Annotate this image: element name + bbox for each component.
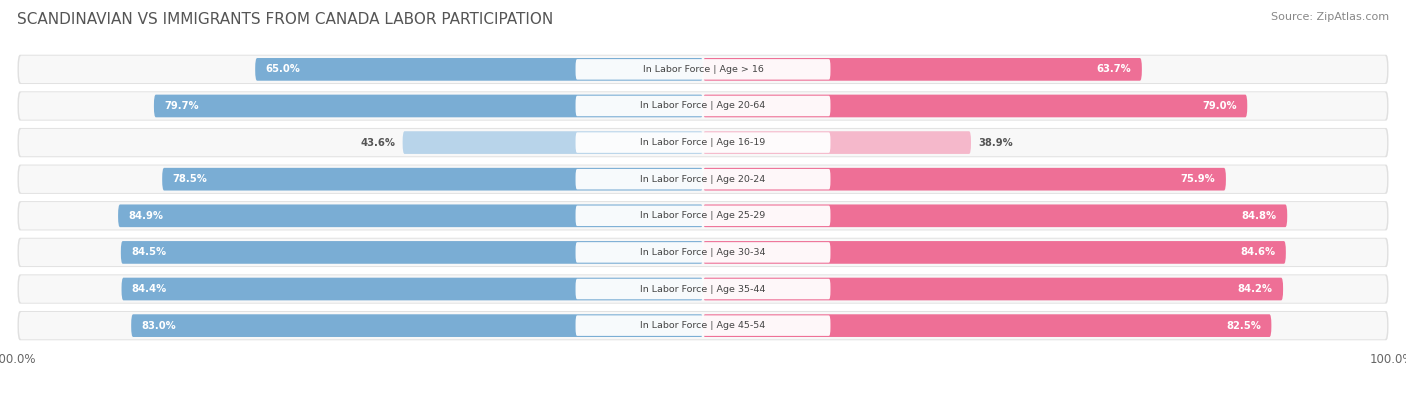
FancyBboxPatch shape xyxy=(575,169,831,190)
Text: In Labor Force | Age 16-19: In Labor Force | Age 16-19 xyxy=(640,138,766,147)
FancyBboxPatch shape xyxy=(17,128,1389,157)
FancyBboxPatch shape xyxy=(703,131,972,154)
Text: 84.8%: 84.8% xyxy=(1241,211,1277,221)
Text: In Labor Force | Age 45-54: In Labor Force | Age 45-54 xyxy=(640,321,766,330)
FancyBboxPatch shape xyxy=(256,58,703,81)
FancyBboxPatch shape xyxy=(17,311,1389,340)
FancyBboxPatch shape xyxy=(17,165,1389,194)
FancyBboxPatch shape xyxy=(703,205,1288,227)
Text: 75.9%: 75.9% xyxy=(1181,174,1216,184)
FancyBboxPatch shape xyxy=(575,59,831,80)
FancyBboxPatch shape xyxy=(18,166,1388,193)
Text: 79.0%: 79.0% xyxy=(1202,101,1237,111)
Text: 65.0%: 65.0% xyxy=(266,64,301,74)
FancyBboxPatch shape xyxy=(17,55,1389,84)
FancyBboxPatch shape xyxy=(17,201,1389,230)
Text: 38.9%: 38.9% xyxy=(979,137,1012,148)
FancyBboxPatch shape xyxy=(121,241,703,264)
FancyBboxPatch shape xyxy=(703,241,1286,264)
FancyBboxPatch shape xyxy=(18,129,1388,156)
FancyBboxPatch shape xyxy=(18,92,1388,120)
Text: Source: ZipAtlas.com: Source: ZipAtlas.com xyxy=(1271,12,1389,22)
Text: In Labor Force | Age 20-24: In Labor Force | Age 20-24 xyxy=(640,175,766,184)
FancyBboxPatch shape xyxy=(17,91,1389,120)
FancyBboxPatch shape xyxy=(703,314,1271,337)
FancyBboxPatch shape xyxy=(575,96,831,116)
Text: In Labor Force | Age 20-64: In Labor Force | Age 20-64 xyxy=(640,102,766,111)
FancyBboxPatch shape xyxy=(17,238,1389,267)
FancyBboxPatch shape xyxy=(162,168,703,190)
FancyBboxPatch shape xyxy=(131,314,703,337)
Text: In Labor Force | Age 25-29: In Labor Force | Age 25-29 xyxy=(640,211,766,220)
Text: 43.6%: 43.6% xyxy=(361,137,395,148)
Text: 84.4%: 84.4% xyxy=(132,284,167,294)
FancyBboxPatch shape xyxy=(18,239,1388,266)
Text: In Labor Force | Age 30-34: In Labor Force | Age 30-34 xyxy=(640,248,766,257)
Text: 84.6%: 84.6% xyxy=(1240,247,1275,258)
FancyBboxPatch shape xyxy=(402,131,703,154)
FancyBboxPatch shape xyxy=(575,315,831,336)
Text: 84.9%: 84.9% xyxy=(128,211,163,221)
FancyBboxPatch shape xyxy=(18,312,1388,339)
Text: 84.2%: 84.2% xyxy=(1237,284,1272,294)
FancyBboxPatch shape xyxy=(703,58,1142,81)
FancyBboxPatch shape xyxy=(118,205,703,227)
FancyBboxPatch shape xyxy=(121,278,703,300)
FancyBboxPatch shape xyxy=(18,202,1388,229)
FancyBboxPatch shape xyxy=(18,275,1388,303)
Text: 83.0%: 83.0% xyxy=(142,321,176,331)
FancyBboxPatch shape xyxy=(575,205,831,226)
FancyBboxPatch shape xyxy=(703,95,1247,117)
Text: SCANDINAVIAN VS IMMIGRANTS FROM CANADA LABOR PARTICIPATION: SCANDINAVIAN VS IMMIGRANTS FROM CANADA L… xyxy=(17,12,553,27)
Text: 63.7%: 63.7% xyxy=(1097,64,1132,74)
Text: 78.5%: 78.5% xyxy=(173,174,208,184)
Text: In Labor Force | Age 35-44: In Labor Force | Age 35-44 xyxy=(640,284,766,293)
FancyBboxPatch shape xyxy=(17,275,1389,304)
FancyBboxPatch shape xyxy=(575,279,831,299)
FancyBboxPatch shape xyxy=(703,168,1226,190)
FancyBboxPatch shape xyxy=(153,95,703,117)
Text: 79.7%: 79.7% xyxy=(165,101,198,111)
Text: In Labor Force | Age > 16: In Labor Force | Age > 16 xyxy=(643,65,763,74)
Text: 82.5%: 82.5% xyxy=(1226,321,1261,331)
FancyBboxPatch shape xyxy=(18,56,1388,83)
FancyBboxPatch shape xyxy=(575,132,831,153)
Text: 84.5%: 84.5% xyxy=(131,247,166,258)
FancyBboxPatch shape xyxy=(703,278,1284,300)
FancyBboxPatch shape xyxy=(575,242,831,263)
